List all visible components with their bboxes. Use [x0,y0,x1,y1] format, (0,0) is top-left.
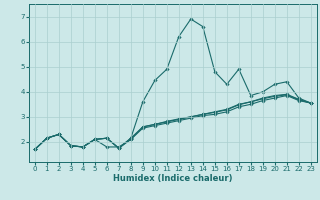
X-axis label: Humidex (Indice chaleur): Humidex (Indice chaleur) [113,174,233,183]
